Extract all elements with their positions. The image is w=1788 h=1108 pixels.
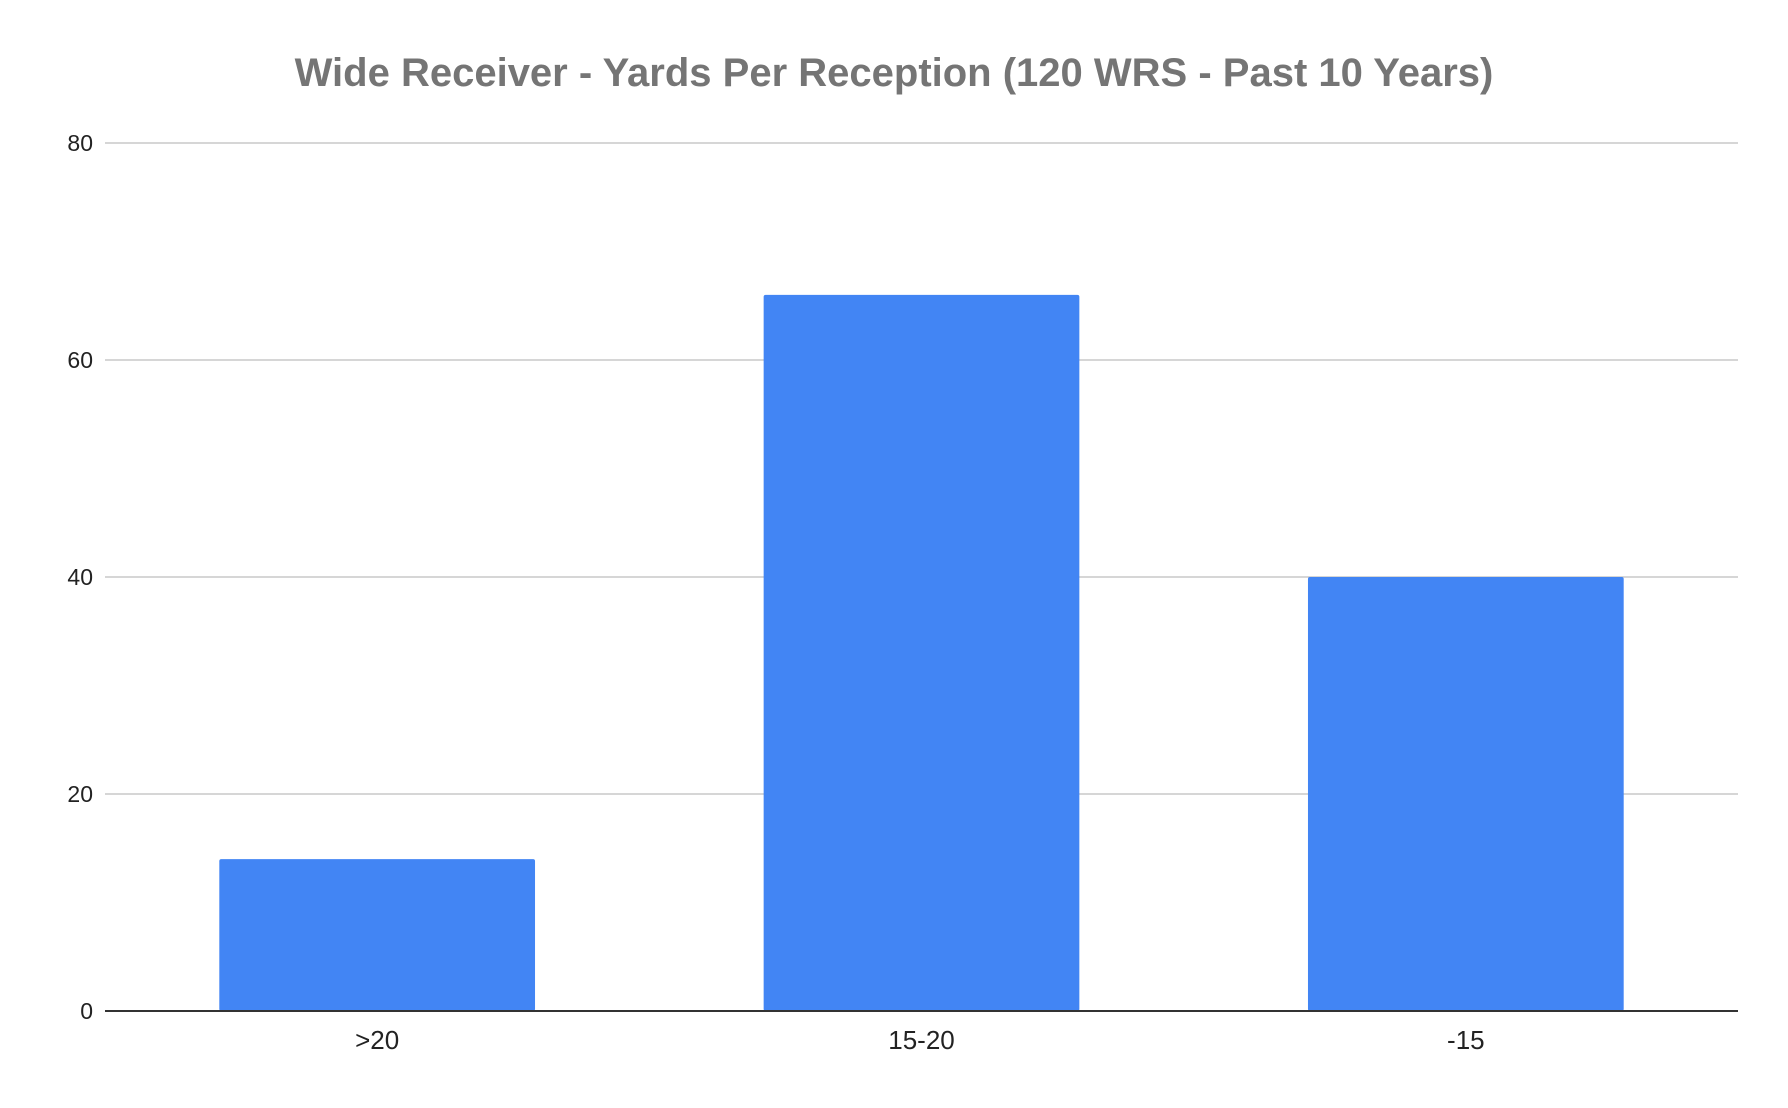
x-tick-label: 15-20 [888, 1025, 955, 1055]
bar-2 [1307, 577, 1624, 1011]
bar-0 [219, 859, 536, 1011]
x-tick-label: >20 [355, 1025, 399, 1055]
chart-title: Wide Receiver - Yards Per Reception (120… [295, 51, 1494, 95]
bars [219, 294, 1624, 1011]
y-tick-label: 0 [80, 998, 93, 1024]
y-tick-label: 40 [67, 564, 93, 590]
bar-1 [763, 294, 1080, 1011]
y-axis-ticks: 0 20 40 60 80 [67, 130, 93, 1024]
y-tick-label: 60 [67, 347, 93, 373]
x-axis-ticks: >20 15-20 -15 [355, 1025, 1485, 1055]
y-tick-label: 20 [67, 781, 93, 807]
x-tick-label: -15 [1447, 1025, 1485, 1055]
y-tick-label: 80 [67, 130, 93, 156]
